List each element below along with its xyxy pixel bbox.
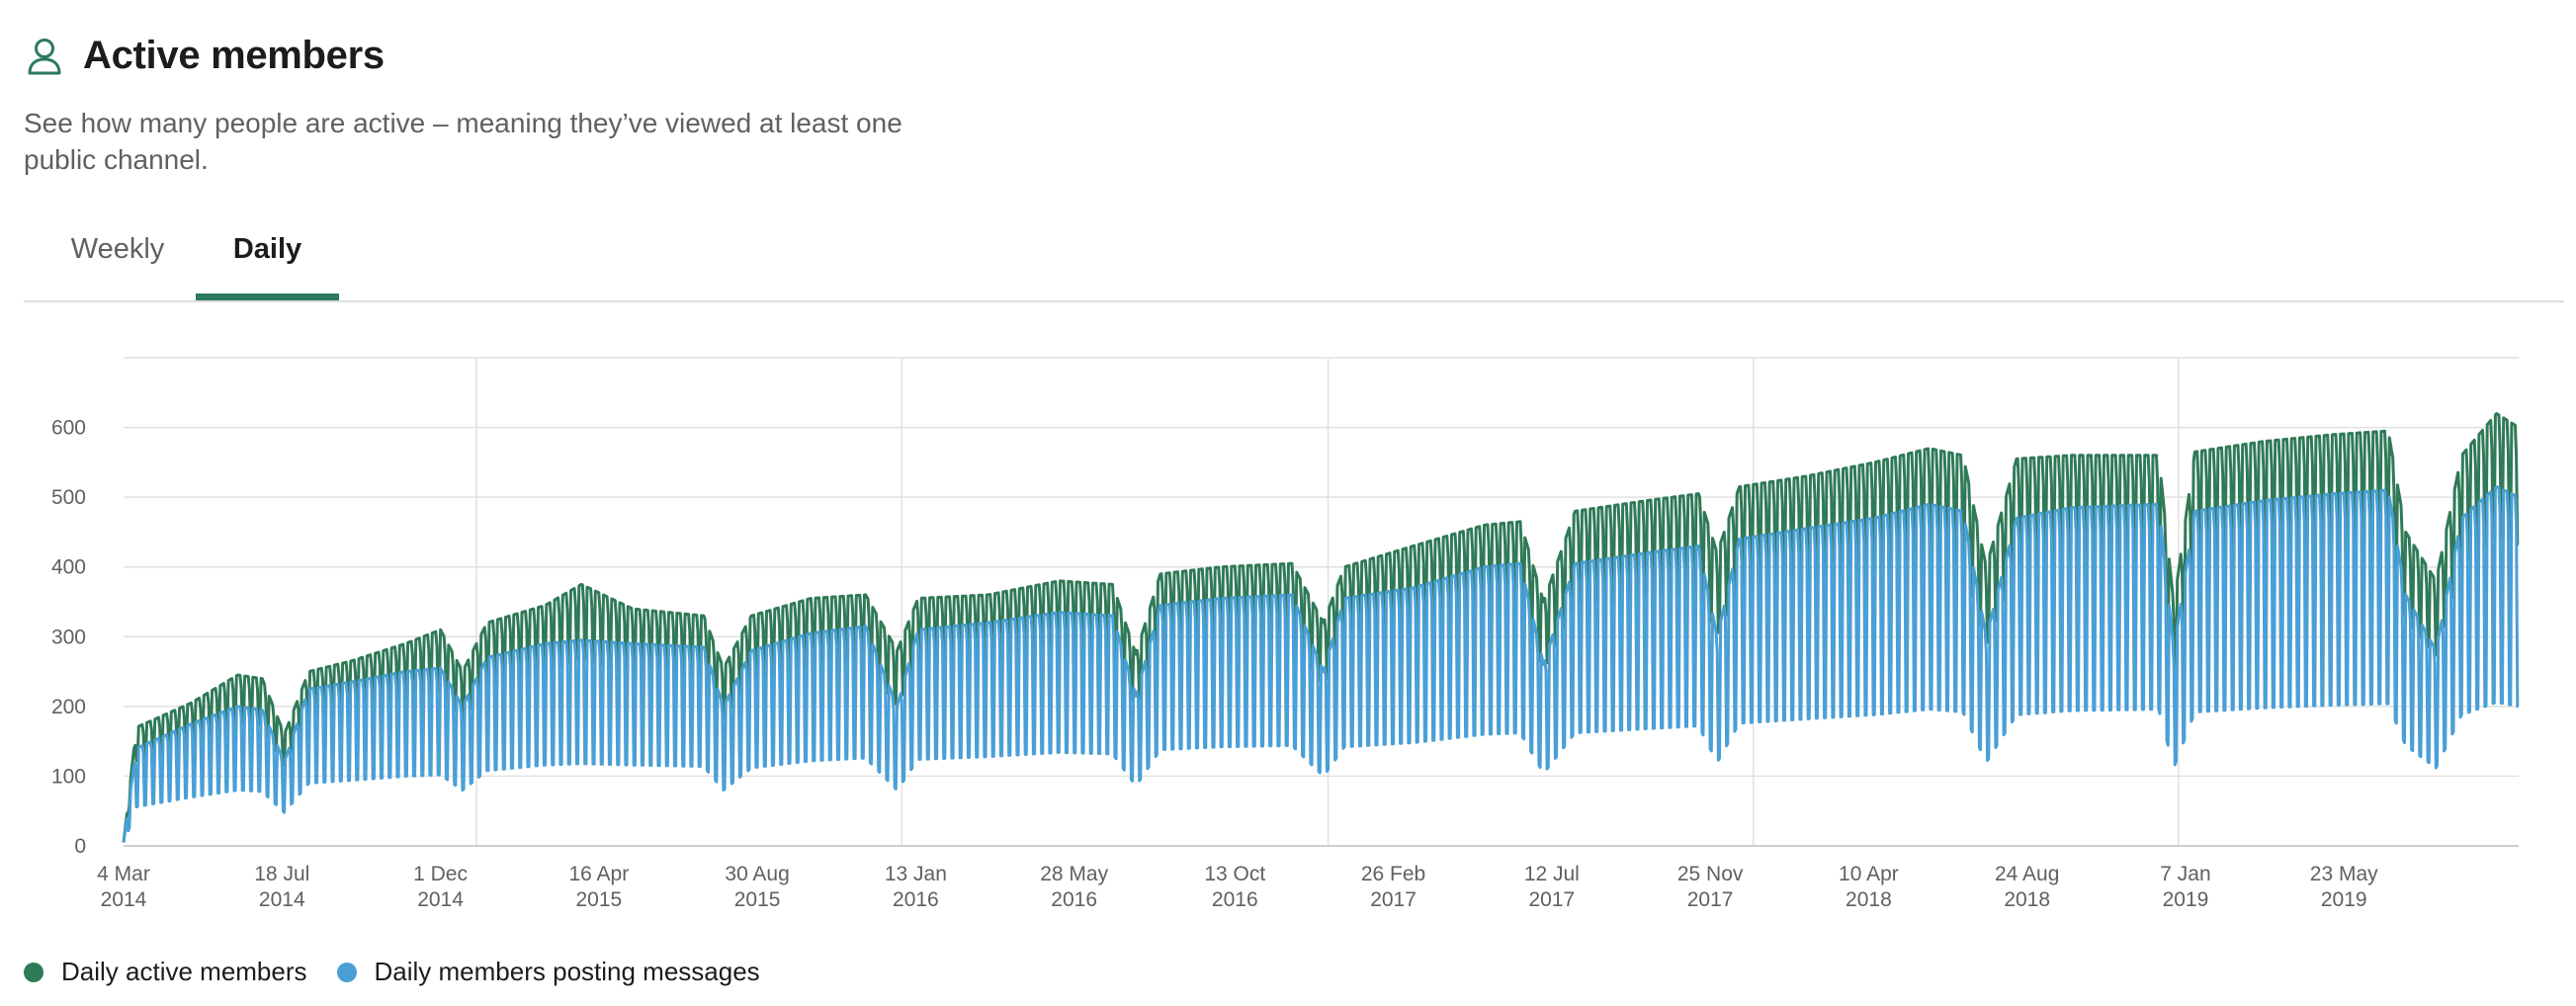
page-title: Active members <box>83 34 385 77</box>
y-tick-label: 300 <box>51 626 86 648</box>
x-tick-label: 16 Apr 2015 <box>568 863 629 911</box>
tab-bar: Weekly Daily <box>24 223 2564 302</box>
person-icon <box>28 38 61 74</box>
x-tick-label: 28 May 2016 <box>1040 863 1108 911</box>
x-tick-label: 23 May 2019 <box>2310 863 2378 911</box>
y-tick-label: 200 <box>51 696 86 718</box>
x-tick-label: 13 Jan 2016 <box>885 863 947 911</box>
chart-axes: 0 100 200 300 400 500 600 4 Mar 2014 18 Jul 2014 1 … <box>51 417 2519 911</box>
tab-weekly[interactable]: Weekly <box>70 233 165 265</box>
x-tick-label: 26 Feb 2017 <box>1361 863 1425 911</box>
active-members-chart: 0 100 200 300 400 500 600 4 Mar 2014 18 Jul 2014 1 … <box>51 357 2520 911</box>
x-tick-label: 18 Jul 2014 <box>254 863 309 911</box>
x-tick-label: 24 Aug 2018 <box>1995 863 2059 911</box>
legend-item-posting: Daily members posting messages <box>336 957 760 987</box>
y-tick-label: 100 <box>51 765 86 788</box>
y-tick-label: 500 <box>51 486 86 509</box>
y-tick-label: 600 <box>51 417 86 440</box>
legend-dot-posting <box>336 962 357 982</box>
y-tick-label: 0 <box>74 835 86 858</box>
legend-dot-active <box>24 962 43 982</box>
x-tick-label: 25 Nov 2017 <box>1677 863 1744 911</box>
chart-legend: Daily active members Daily members posti… <box>24 957 790 987</box>
x-tick-label: 10 Apr 2018 <box>1839 863 1899 911</box>
x-tick-label: 4 Mar 2014 <box>97 863 150 911</box>
legend-label-active: Daily active members <box>61 957 307 986</box>
legend-label-posting: Daily members posting messages <box>374 957 760 986</box>
tab-daily[interactable]: Daily <box>196 233 339 300</box>
y-tick-label: 400 <box>51 556 86 579</box>
x-tick-label: 30 Aug 2015 <box>725 863 789 911</box>
x-tick-label: 13 Oct 2016 <box>1204 863 1265 911</box>
series-line-posting-members <box>122 485 2520 843</box>
page-description: See how many people are active – meaning… <box>24 108 902 175</box>
x-tick-label: 12 Jul 2017 <box>1524 863 1580 911</box>
legend-item-active: Daily active members <box>24 957 307 987</box>
page-header: Active members <box>24 34 385 78</box>
x-tick-label: 1 Dec 2014 <box>413 863 468 911</box>
x-tick-label: 7 Jan 2019 <box>2160 863 2210 911</box>
chart-series <box>122 412 2520 843</box>
